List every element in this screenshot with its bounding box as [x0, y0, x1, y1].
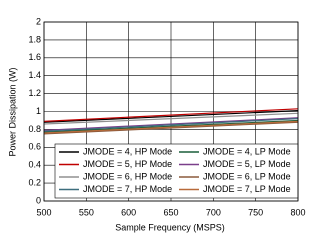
x-tick-label: 600	[121, 207, 136, 217]
plot-frame	[43, 21, 299, 202]
legend-label: JMODE = 6, LP Mode	[203, 171, 291, 181]
x-axis-title: Sample Frequency (MSPS)	[115, 222, 225, 232]
legend-label: JMODE = 4, LP Mode	[203, 146, 291, 156]
legend-label: JMODE = 4, HP Mode	[83, 146, 172, 156]
y-axis-title: Power Dissipation (W)	[7, 67, 17, 156]
x-tick-label: 550	[79, 207, 94, 217]
legend-label: JMODE = 6, HP Mode	[83, 171, 172, 181]
y-tick-label: 0.4	[28, 160, 41, 170]
legend-label: JMODE = 5, LP Mode	[203, 159, 291, 169]
series-line	[43, 112, 299, 125]
y-tick-label: 0.6	[28, 142, 41, 152]
y-tick-label: 1	[36, 106, 41, 116]
series-line	[43, 108, 299, 122]
y-tick-label: 0	[36, 195, 41, 205]
y-tick-label: 1.8	[28, 34, 41, 44]
series-line	[43, 120, 299, 134]
legend-label: JMODE = 7, LP Mode	[203, 184, 291, 194]
y-tick-label: 1.6	[28, 52, 41, 62]
legend-label: JMODE = 5, HP Mode	[83, 159, 172, 169]
x-tick-label: 700	[206, 207, 221, 217]
y-tick-label: 2	[36, 16, 41, 26]
series-line	[43, 117, 299, 131]
y-tick-label: 1.4	[28, 70, 41, 80]
x-tick-label: 650	[163, 207, 178, 217]
y-tick-label: 1.2	[28, 88, 41, 98]
legend-box	[54, 143, 299, 199]
y-tick-label: 0.8	[28, 124, 41, 134]
legend-label: JMODE = 7, HP Mode	[83, 184, 172, 194]
series-line	[43, 110, 299, 123]
x-tick-label: 750	[248, 207, 263, 217]
series-line	[43, 118, 299, 132]
y-tick-label: 0.2	[28, 177, 41, 187]
series-line	[43, 121, 299, 135]
series-line	[43, 119, 299, 133]
x-tick-label: 500	[36, 207, 51, 217]
x-tick-label: 800	[290, 207, 305, 217]
